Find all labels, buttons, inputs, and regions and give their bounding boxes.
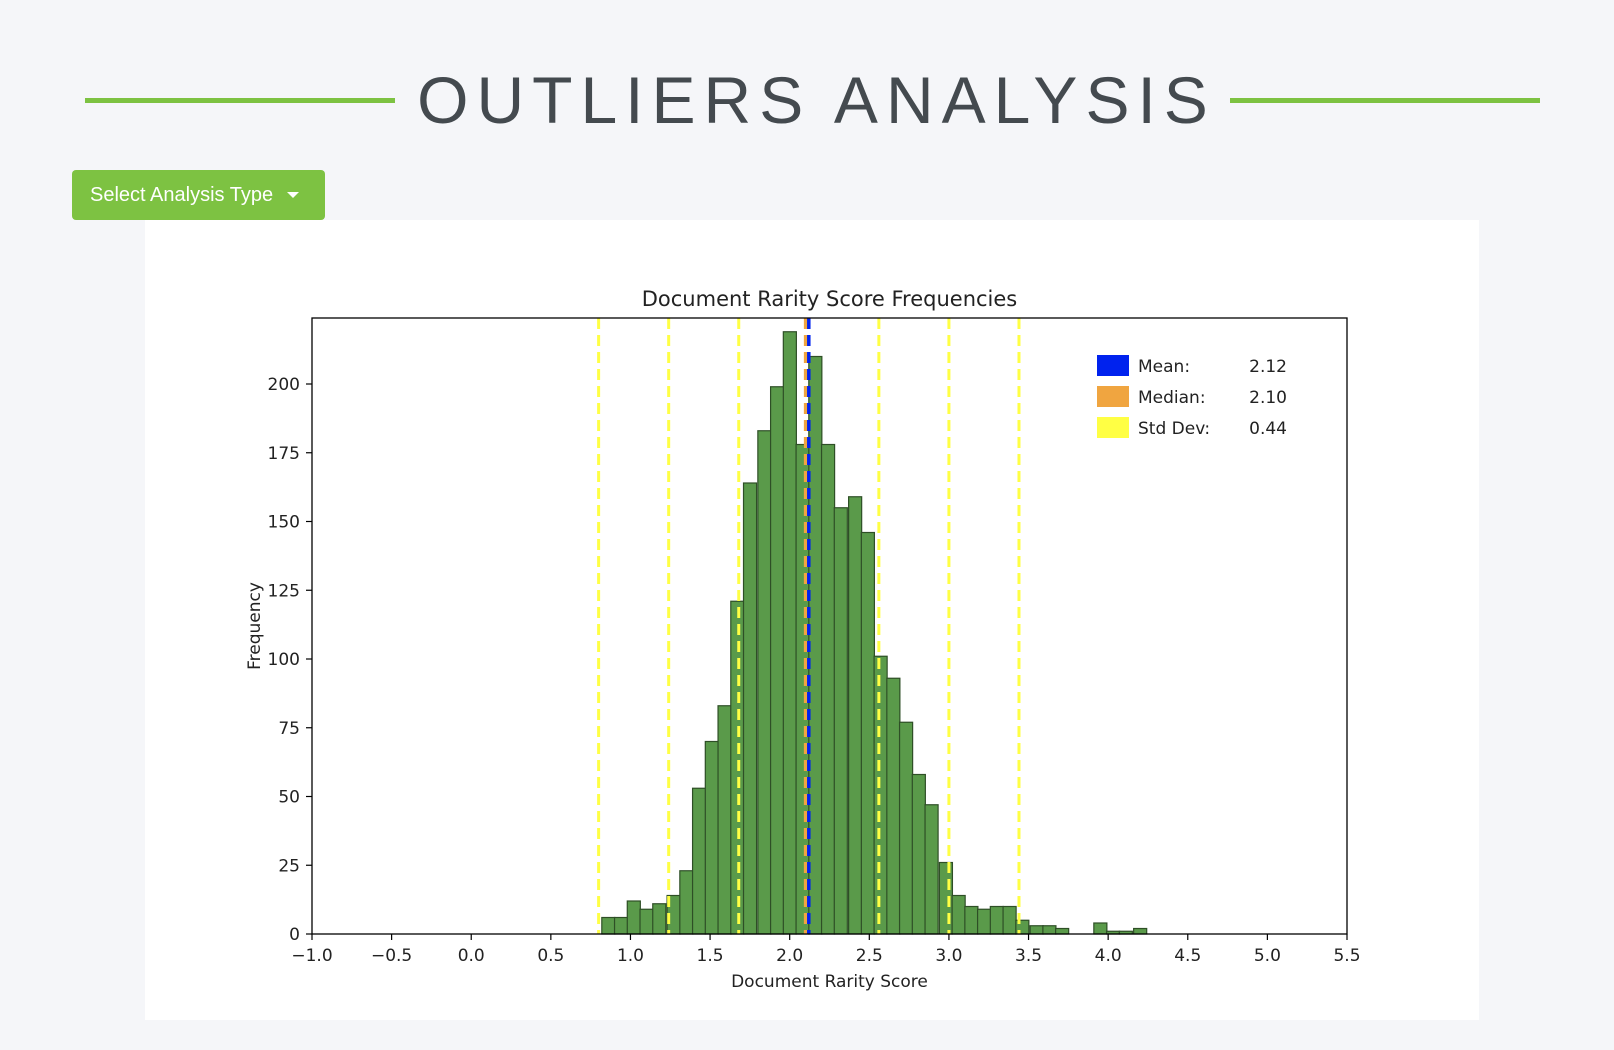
x-tick-label: 5.0 xyxy=(1254,946,1281,966)
histogram-bar xyxy=(924,804,939,935)
histogram-bar xyxy=(873,655,888,935)
x-tick-label: −0.5 xyxy=(371,946,412,966)
histogram-bar xyxy=(742,482,758,935)
y-tick-label: 175 xyxy=(268,444,300,464)
y-tick-label: 150 xyxy=(268,513,300,533)
histogram-bar xyxy=(808,355,823,935)
y-tick-label: 75 xyxy=(278,719,300,739)
x-tick-label: 5.5 xyxy=(1333,946,1360,966)
y-tick-label: 200 xyxy=(268,375,300,395)
x-tick-label: 1.0 xyxy=(617,946,644,966)
histogram-bar xyxy=(833,507,848,935)
legend-label: Std Dev: xyxy=(1138,419,1210,439)
x-tick-label: 4.5 xyxy=(1174,946,1201,966)
x-tick-label: 2.0 xyxy=(776,946,803,966)
y-tick-label: 50 xyxy=(278,788,300,808)
y-tick-label: 125 xyxy=(268,581,300,601)
x-tick-label: −1.0 xyxy=(291,946,332,966)
histogram-bar xyxy=(639,908,654,935)
x-axis-label: Document Rarity Score xyxy=(731,972,928,992)
x-tick-label: 1.5 xyxy=(697,946,724,966)
y-axis-label: Frequency xyxy=(245,582,265,670)
histogram-bar xyxy=(1002,905,1017,935)
histogram-bar xyxy=(652,903,667,935)
legend-swatch xyxy=(1097,355,1129,376)
histogram-bar xyxy=(898,721,914,935)
histogram-bar xyxy=(911,773,926,935)
analysis-type-dropdown[interactable]: Select Analysis Type xyxy=(72,170,325,220)
histogram-bar xyxy=(964,905,979,935)
chart-title: Document Rarity Score Frequencies xyxy=(642,287,1018,311)
legend: Mean: 2.12 Median: 2.10 Std Dev: 0.44 xyxy=(1097,355,1287,439)
histogram-bar xyxy=(717,705,732,935)
x-tick-label: 4.0 xyxy=(1095,946,1122,966)
histogram-chart: −1.0 −0.5 0.0 0.5 1.0 1.5 2.0 2.5 3.0 3.5 4.0 4.5 5.… xyxy=(245,287,1361,992)
histogram-bar xyxy=(820,443,836,935)
x-tick-label: 3.5 xyxy=(1015,946,1042,966)
x-axis: −1.0 −0.5 0.0 0.5 1.0 1.5 2.0 2.5 3.0 3.5 4.0 4.5 5.… xyxy=(291,934,1361,966)
histogram-bar xyxy=(691,787,707,935)
header-line-left xyxy=(85,97,396,103)
histogram-bar xyxy=(704,740,719,935)
histogram-bar xyxy=(757,430,772,935)
legend-swatch xyxy=(1097,417,1129,438)
x-tick-label: 3.0 xyxy=(935,946,962,966)
histogram-bars xyxy=(601,331,1148,935)
histogram-bar xyxy=(626,900,641,935)
page-header: OUTLIERS ANALYSIS xyxy=(85,50,1540,150)
histogram-bar xyxy=(795,443,810,935)
legend-label: Median: xyxy=(1138,388,1206,408)
y-tick-label: 25 xyxy=(278,856,300,876)
histogram-bar xyxy=(679,870,694,935)
histogram-bar xyxy=(1029,925,1044,935)
histogram-bar xyxy=(989,905,1004,935)
histogram-bar xyxy=(848,496,863,935)
reference-lines xyxy=(597,318,1021,934)
page-title: OUTLIERS ANALYSIS xyxy=(417,63,1216,137)
histogram-bar xyxy=(1133,927,1148,935)
y-tick-label: 100 xyxy=(268,650,300,670)
histogram-bar xyxy=(601,916,616,935)
x-tick-label: 2.5 xyxy=(856,946,883,966)
histogram-bar xyxy=(782,331,797,935)
plot-frame xyxy=(311,317,1348,935)
histogram-bar xyxy=(886,677,901,935)
x-tick-label: 0.0 xyxy=(458,946,485,966)
histogram-bar xyxy=(1055,927,1070,935)
caret-down-icon xyxy=(287,192,300,198)
histogram-bar xyxy=(769,386,785,935)
y-axis: 0 25 50 75 100 125 150 175 200 xyxy=(268,375,312,945)
legend-value: 2.12 xyxy=(1249,357,1287,377)
legend-value: 0.44 xyxy=(1249,419,1287,439)
chart-card: −1.0 −0.5 0.0 0.5 1.0 1.5 2.0 2.5 3.0 3.5 4.0 4.5 5.… xyxy=(145,220,1479,1020)
histogram-bar xyxy=(1093,922,1108,935)
legend-swatch xyxy=(1097,386,1129,407)
y-tick-label: 0 xyxy=(289,925,300,945)
histogram-bar xyxy=(938,861,954,935)
legend-label: Mean: xyxy=(1138,357,1190,377)
header-line-right xyxy=(1229,97,1540,103)
histogram-bar xyxy=(613,916,629,935)
x-tick-label: 0.5 xyxy=(537,946,564,966)
histogram-bar xyxy=(951,894,966,935)
histogram-bar xyxy=(860,531,876,935)
histogram-bar xyxy=(1042,925,1057,935)
histogram-bar xyxy=(976,908,992,935)
analysis-type-label: Select Analysis Type xyxy=(90,183,274,206)
legend-value: 2.10 xyxy=(1249,388,1287,408)
